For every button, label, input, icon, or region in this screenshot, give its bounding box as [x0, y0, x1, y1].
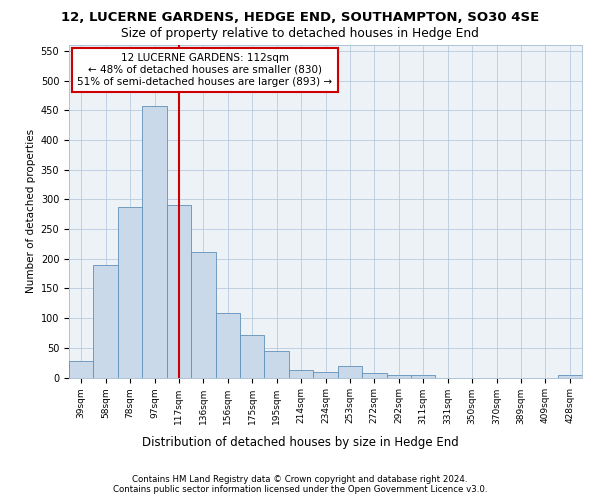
- Bar: [142, 106, 167, 378]
- Text: Size of property relative to detached houses in Hedge End: Size of property relative to detached ho…: [121, 28, 479, 40]
- Text: Contains HM Land Registry data © Crown copyright and database right 2024.: Contains HM Land Registry data © Crown c…: [132, 475, 468, 484]
- Text: Contains public sector information licensed under the Open Government Licence v3: Contains public sector information licen…: [113, 485, 487, 494]
- Bar: [289, 370, 313, 378]
- Text: 12, LUCERNE GARDENS, HEDGE END, SOUTHAMPTON, SO30 4SE: 12, LUCERNE GARDENS, HEDGE END, SOUTHAMP…: [61, 11, 539, 24]
- Bar: [167, 206, 191, 378]
- Bar: [191, 252, 215, 378]
- Bar: [69, 361, 94, 378]
- Bar: [240, 335, 265, 378]
- Y-axis label: Number of detached properties: Number of detached properties: [26, 129, 37, 294]
- Bar: [215, 314, 240, 378]
- Bar: [557, 374, 582, 378]
- Bar: [94, 264, 118, 378]
- Bar: [338, 366, 362, 378]
- Bar: [265, 351, 289, 378]
- Bar: [411, 374, 436, 378]
- Bar: [118, 207, 142, 378]
- Text: Distribution of detached houses by size in Hedge End: Distribution of detached houses by size …: [142, 436, 458, 449]
- Bar: [313, 372, 338, 378]
- Bar: [362, 373, 386, 378]
- Bar: [386, 374, 411, 378]
- Text: 12 LUCERNE GARDENS: 112sqm
← 48% of detached houses are smaller (830)
51% of sem: 12 LUCERNE GARDENS: 112sqm ← 48% of deta…: [77, 54, 332, 86]
